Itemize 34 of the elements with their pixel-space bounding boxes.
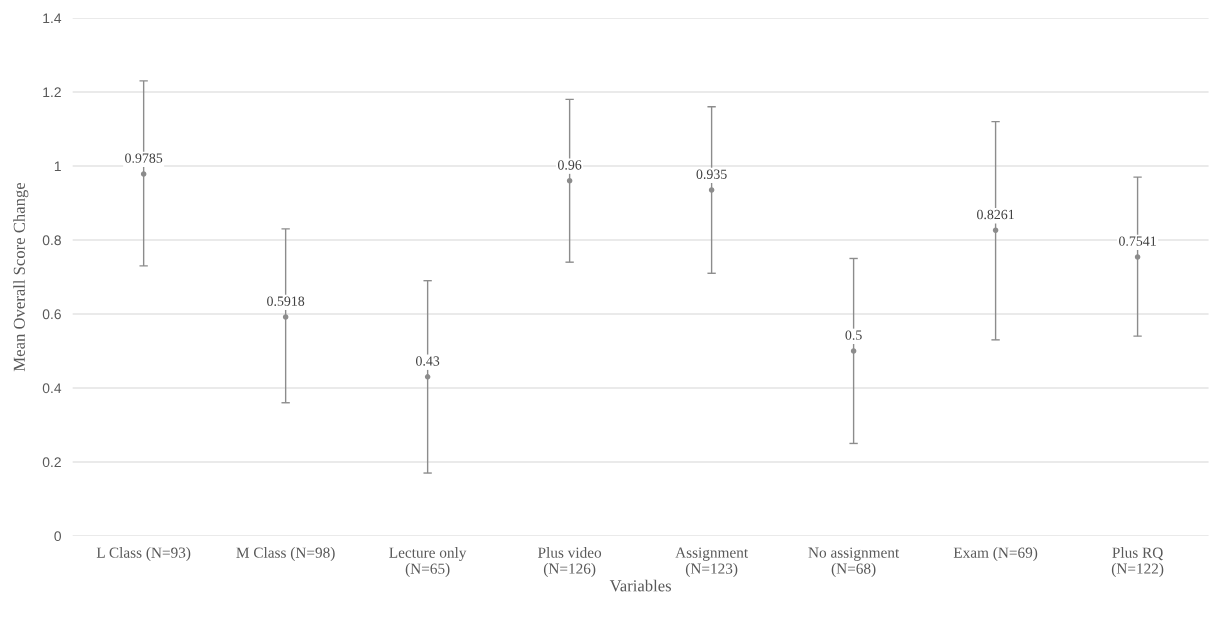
y-tick-label: 0.6	[42, 309, 61, 320]
point	[850, 348, 857, 354]
data-label: 0.96	[558, 160, 582, 170]
point	[424, 374, 431, 380]
data-label: 0.8261	[977, 209, 1014, 220]
data-label: 0.5	[845, 330, 862, 340]
y-tick-label: 0.4	[42, 383, 62, 394]
point	[140, 171, 147, 177]
x-tick-label: Lecture only (N=65)	[389, 547, 467, 577]
x-axis-title: Variables	[609, 579, 672, 592]
y-tick-label: 1	[54, 161, 61, 172]
y-axis-title: Mean Overall Score Change	[13, 182, 29, 372]
y-tick-label: 0	[54, 531, 62, 542]
x-tick-label: Assignment (N=123)	[675, 547, 749, 577]
data-label: 0.7541	[1119, 236, 1156, 246]
y-tick-label: 0.8	[42, 235, 61, 246]
data-label: 0.9785	[125, 153, 163, 163]
x-tick-label: Plus video (N=126)	[538, 547, 602, 577]
x-tick-label: L Class (N=93)	[96, 547, 191, 561]
data-label: 0.43	[416, 356, 440, 366]
point	[1134, 254, 1141, 260]
y-tick-label: 1.4	[43, 13, 62, 24]
x-tick-label: No assignment (N=68)	[808, 547, 900, 577]
data-label: 0.935	[696, 169, 727, 179]
point	[708, 187, 715, 193]
point	[566, 178, 573, 184]
x-tick-label: Plus RQ (N=122)	[1111, 547, 1164, 577]
x-tick-label: Exam (N=69)	[953, 547, 1038, 561]
y-tick-label: 0.2	[42, 457, 61, 468]
x-tick-label: M Class (N=98)	[236, 547, 335, 561]
y-tick-label: 1.2	[43, 87, 61, 98]
data-label: 0.5918	[267, 296, 305, 306]
point	[282, 314, 289, 320]
point	[992, 227, 999, 234]
